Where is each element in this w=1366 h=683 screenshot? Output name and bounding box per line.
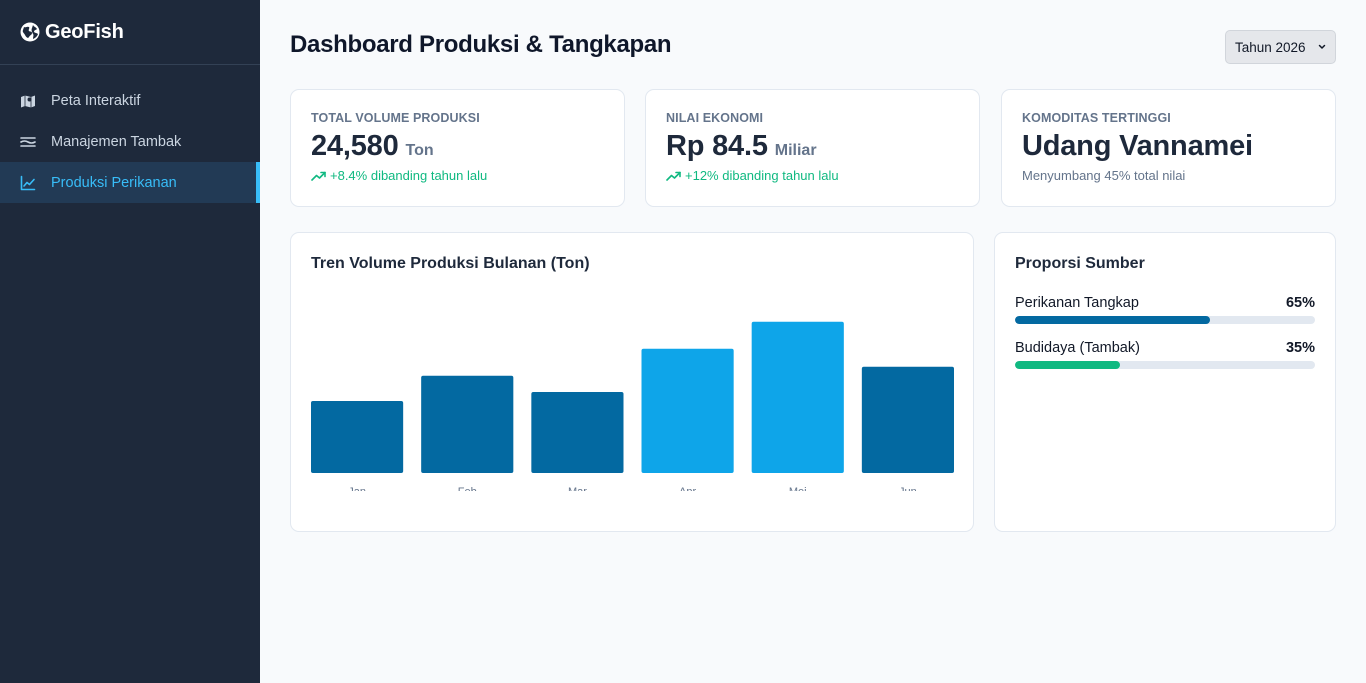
proportion-label: Perikanan Tangkap (1015, 295, 1139, 311)
proportion-percent: 65% (1285, 295, 1315, 311)
proportion-label: Budidaya (Tambak) (1015, 340, 1140, 356)
sidebar-item-peta-interaktif[interactable]: Peta Interaktif (0, 80, 260, 121)
sidebar-nav: Peta Interaktif Manajemen Tambak Produks… (0, 65, 260, 203)
kpi-note: Menyumbang 45% total nilai (1022, 168, 1315, 183)
line-chart-icon (20, 175, 36, 191)
x-tick-label: Feb (458, 486, 477, 491)
kpi-card-total-volume: Total Volume Produksi 24,580 Ton +8.4% d… (290, 89, 625, 207)
kpi-note: +12% dibanding tahun lalu (666, 168, 959, 183)
bar-mei[interactable] (751, 321, 844, 473)
year-select-value: Tahun 2026 (1235, 39, 1306, 55)
x-tick-label: Mar (568, 486, 587, 491)
kpi-note-text: Menyumbang 45% total nilai (1022, 168, 1186, 183)
sidebar-item-label: Produksi Perikanan (51, 174, 177, 191)
page-title: Dashboard Produksi & Tangkapan (290, 31, 672, 58)
kpi-note-text: +8.4% dibanding tahun lalu (330, 168, 488, 183)
bar-chart-svg: Jan Feb Mar Apr Mei Jun (311, 321, 954, 491)
bar-jun[interactable] (861, 366, 954, 473)
kpi-unit: Miliar (774, 142, 817, 159)
kpi-label: Nilai Ekonomi (666, 111, 764, 125)
brand[interactable]: GeoFish (0, 0, 260, 65)
sidebar-item-produksi-perikanan[interactable]: Produksi Perikanan (0, 162, 260, 203)
production-trend-chart-card: Tren Volume Produksi Bulanan (Ton) Jan Fe… (290, 232, 974, 532)
x-tick-label: Apr (679, 486, 696, 491)
x-tick-label: Mei (789, 486, 807, 491)
progress-track (1015, 361, 1315, 369)
app-name: GeoFish (45, 20, 124, 43)
proportion-percent: 35% (1285, 340, 1315, 356)
progress-fill (1015, 361, 1120, 369)
kpi-card-nilai-ekonomi: Nilai Ekonomi Rp 84.5 Miliar +12% diband… (645, 89, 980, 207)
trending-up-icon (666, 170, 681, 182)
proportion-title: Proporsi Sumber (1015, 255, 1145, 272)
bar-chart: Jan Feb Mar Apr Mei Jun (311, 291, 954, 491)
kpi-value: Rp 84.5 (666, 130, 768, 162)
proportion-row-budidaya-tambak: Budidaya (Tambak) 35% (1015, 340, 1315, 369)
x-tick-label: Jun (899, 486, 917, 491)
progress-track (1015, 316, 1315, 324)
kpi-value: Udang Vannamei (1022, 130, 1253, 162)
bar-mar[interactable] (531, 392, 624, 473)
kpi-note-text: +12% dibanding tahun lalu (685, 168, 839, 183)
sidebar-item-manajemen-tambak[interactable]: Manajemen Tambak (0, 121, 260, 162)
waves-icon (20, 134, 36, 150)
globe-icon (20, 22, 40, 42)
map-icon (20, 93, 36, 109)
kpi-label: Komoditas Tertinggi (1022, 111, 1171, 125)
kpi-card-komoditas-tertinggi: Komoditas Tertinggi Udang Vannamei Menyu… (1001, 89, 1336, 207)
x-tick-label: Jan (348, 486, 366, 491)
kpi-note: +8.4% dibanding tahun lalu (311, 168, 604, 183)
trending-up-icon (311, 170, 326, 182)
bar-feb[interactable] (421, 375, 514, 473)
progress-fill (1015, 316, 1210, 324)
bar-apr[interactable] (641, 348, 734, 473)
sidebar-item-label: Peta Interaktif (51, 92, 141, 109)
sidebar: GeoFish Peta Interaktif Manajemen Tambak… (0, 0, 260, 683)
kpi-label: Total Volume Produksi (311, 111, 480, 125)
kpi-unit: Ton (405, 142, 434, 159)
proportion-row-perikanan-tangkap: Perikanan Tangkap 65% (1015, 295, 1315, 324)
chart-title: Tren Volume Produksi Bulanan (Ton) (311, 255, 590, 272)
year-select[interactable]: Tahun 2026 (1225, 30, 1336, 64)
bar-jan[interactable] (311, 401, 404, 473)
chevron-down-icon (1317, 42, 1327, 52)
source-proportion-card: Proporsi Sumber Perikanan Tangkap 65% Bu… (994, 232, 1336, 532)
sidebar-item-label: Manajemen Tambak (51, 133, 182, 150)
kpi-value: 24,580 (311, 130, 399, 162)
